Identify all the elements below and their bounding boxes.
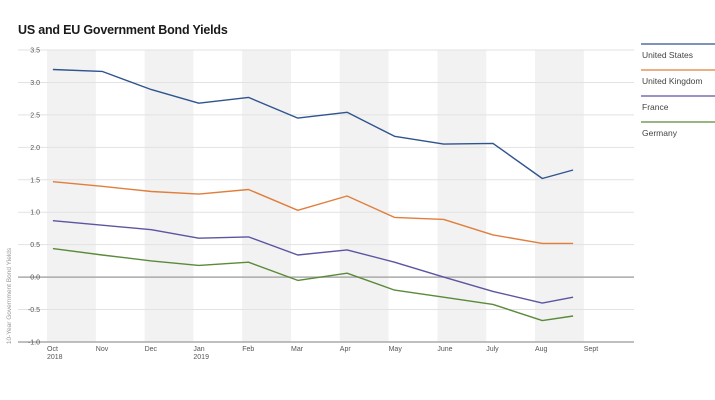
y-tick-label: 3.0 xyxy=(30,80,40,87)
y-tick-label: 1.5 xyxy=(30,177,40,184)
month-band xyxy=(47,50,96,342)
month-band xyxy=(535,50,584,342)
month-bands xyxy=(47,50,584,342)
x-tick-label: Dec xyxy=(145,346,158,353)
y-tick-label: 2.5 xyxy=(30,112,40,119)
x-tick-year: 2019 xyxy=(193,354,209,361)
month-band xyxy=(437,50,487,342)
y-tick-label: 3.5 xyxy=(30,48,40,55)
x-tick-label: Oct xyxy=(47,346,58,353)
month-band xyxy=(144,50,194,342)
gridlines xyxy=(18,49,634,343)
x-tick-year: 2018 xyxy=(47,354,63,361)
y-axis-label: 10-Year Government Bond Yields xyxy=(6,247,13,344)
legend: United States United Kingdom France Germany xyxy=(641,43,715,138)
legend-label: Germany xyxy=(642,128,678,138)
legend-label: France xyxy=(642,102,669,112)
legend-label: United States xyxy=(642,50,693,60)
y-tick-label: 0.5 xyxy=(30,242,40,249)
x-tick-label: July xyxy=(486,346,499,353)
x-tick-label: June xyxy=(437,346,452,353)
x-tick-label: Sept xyxy=(584,346,598,353)
series-line-germany xyxy=(52,247,574,322)
legend-label: United Kingdom xyxy=(642,76,702,86)
x-tick-label: Feb xyxy=(242,346,254,353)
y-tick-label: 1.0 xyxy=(30,210,40,217)
series-lines xyxy=(52,68,574,322)
series-line-france xyxy=(52,220,574,304)
x-tick-label: Nov xyxy=(96,346,109,353)
x-tick-label: Mar xyxy=(291,346,304,353)
month-band xyxy=(242,50,291,342)
chart-title: US and EU Government Bond Yields xyxy=(18,23,228,37)
x-tick-label: Jan xyxy=(193,346,204,353)
y-tick-label: -1.0 xyxy=(28,340,40,347)
x-tick-label: May xyxy=(389,346,403,353)
series-line-united-kingdom xyxy=(52,181,574,245)
y-tick-label: 0.0 xyxy=(30,275,40,282)
series-line-united-states xyxy=(52,68,574,180)
y-axis-ticks: 3.5 3.0 2.5 2.0 1.5 1.0 0.5 0.0 -0.5 -1.0 xyxy=(28,48,40,347)
x-tick-label: Apr xyxy=(340,346,352,353)
x-tick-label: Aug xyxy=(535,346,548,353)
y-tick-label: -0.5 xyxy=(28,307,40,314)
y-tick-label: 2.0 xyxy=(30,145,40,152)
